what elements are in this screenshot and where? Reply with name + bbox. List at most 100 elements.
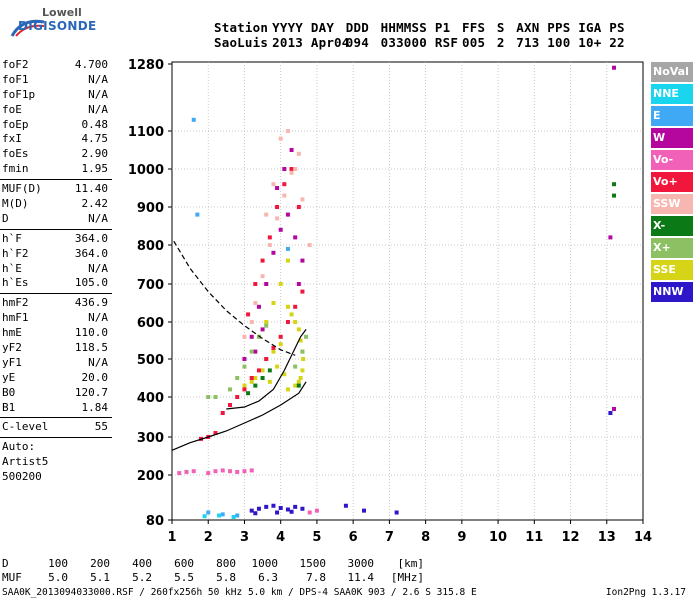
header-value-1: 2013 xyxy=(272,35,304,50)
data-point xyxy=(253,383,258,388)
data-point xyxy=(293,364,298,369)
param-row: foF1 N/A xyxy=(0,73,112,88)
data-point xyxy=(249,508,254,513)
logo-line2: DIGISONDE xyxy=(18,19,97,33)
param-name: foF2 xyxy=(2,58,29,71)
muf-value: 7.8 xyxy=(306,571,326,584)
data-point xyxy=(206,510,211,515)
param-row: h`E N/A xyxy=(0,262,112,277)
series-x- xyxy=(246,182,617,396)
param-name: foF1p xyxy=(2,87,36,101)
data-point xyxy=(260,368,265,373)
data-point xyxy=(293,304,298,309)
param-value: 55 xyxy=(94,420,108,434)
legend-item-x-: X+ xyxy=(651,238,693,258)
param-name: B0 xyxy=(2,385,16,399)
param-group-4: hmF2 436.9 hmF1 N/A hmE 110.0 yF2 118.5 yF1 N/A yE… xyxy=(0,294,112,419)
auto-line: Auto: xyxy=(2,440,36,454)
data-point xyxy=(202,514,207,519)
data-point xyxy=(296,327,301,332)
x-tick-label: 6 xyxy=(349,530,358,545)
header-label-3: DDD xyxy=(345,20,369,35)
data-point xyxy=(278,342,283,347)
header-label-9: PPS xyxy=(547,20,571,35)
data-point xyxy=(253,511,258,516)
data-point xyxy=(314,508,319,513)
header-label-0: Station xyxy=(214,20,269,35)
data-point xyxy=(289,509,294,514)
x-tick-label: 12 xyxy=(561,530,579,545)
data-point xyxy=(264,357,269,361)
data-point xyxy=(260,376,265,380)
data-point xyxy=(285,246,290,251)
data-point xyxy=(253,376,258,380)
param-name: h`F2 xyxy=(2,246,29,260)
muf-value: 5.1 xyxy=(90,571,110,584)
data-point xyxy=(253,282,258,286)
x-tick-label: 10 xyxy=(489,530,507,545)
data-point xyxy=(177,471,182,476)
y-tick-label: 600 xyxy=(137,316,164,331)
param-value: 120.7 xyxy=(74,385,108,399)
data-point xyxy=(271,345,276,350)
muf-value: 5.0 xyxy=(48,571,68,584)
y-tick-label: 800 xyxy=(137,239,164,254)
profile-curve xyxy=(226,329,307,410)
param-row: D N/A xyxy=(0,212,112,227)
data-point xyxy=(271,182,276,187)
header-labels-row: Station YYYY DAY DDD HHMMSS P1 FFS S AXN PPS IGA PS xyxy=(214,20,633,35)
y-tick-label: 1000 xyxy=(128,163,164,178)
header-value-8: 713 xyxy=(516,35,540,50)
legend-item-vo-: Vo- xyxy=(651,150,693,170)
param-name: yE xyxy=(2,370,16,384)
header-value-6: 005 xyxy=(462,35,486,50)
data-point xyxy=(220,411,225,415)
param-name: foF1 xyxy=(2,72,29,86)
param-name: B1 xyxy=(2,400,16,414)
data-point xyxy=(246,391,251,396)
param-value: N/A xyxy=(88,355,108,369)
x-tick-label: 1 xyxy=(167,530,176,545)
dashed-profile-curve xyxy=(173,240,296,356)
muf-value: 5.2 xyxy=(132,571,152,584)
distance-value: 400 xyxy=(132,557,152,570)
x-tick-label: 13 xyxy=(598,530,616,545)
version-label: Ion2Png 1.3.17 xyxy=(605,587,686,598)
data-point xyxy=(191,117,196,122)
header-values-row: SaoLuis 2013 Apr04094 033000 RSF 005 2 713 100 10… xyxy=(214,35,633,50)
data-point xyxy=(271,503,276,508)
param-name: foEp xyxy=(2,117,29,131)
data-point xyxy=(278,282,283,286)
data-point xyxy=(307,243,312,247)
muf-row: MUF 5.0 5.1 5.2 5.5 5.8 6.3 7.8 11.4 [MHz] xyxy=(2,571,424,584)
data-point xyxy=(285,212,290,217)
data-point xyxy=(256,304,261,309)
param-name: fxI xyxy=(2,132,22,146)
data-point xyxy=(256,334,261,339)
data-point xyxy=(260,274,265,279)
data-point xyxy=(253,349,258,354)
legend-item-e: E xyxy=(651,106,693,126)
data-point xyxy=(264,504,269,509)
param-row: B0 120.7 xyxy=(0,386,112,401)
parameter-panel: foF2 4.700 foF1 N/A foF1p N/A foE N/A foEp 0.48 fx… xyxy=(0,56,112,487)
series-w xyxy=(242,65,617,411)
data-point xyxy=(184,469,189,474)
param-row: M(D) 2.42 xyxy=(0,197,112,212)
param-row: foE N/A xyxy=(0,103,112,118)
data-point xyxy=(242,387,247,392)
data-point xyxy=(296,383,301,388)
data-point xyxy=(249,334,254,339)
param-name: hmE xyxy=(2,326,22,340)
param-name: yF2 xyxy=(2,341,22,355)
data-point xyxy=(289,312,294,317)
data-point xyxy=(235,513,240,518)
param-value: 20.0 xyxy=(81,370,109,384)
data-point xyxy=(256,506,261,511)
data-point xyxy=(249,320,254,324)
param-name: hmF1 xyxy=(2,311,29,325)
y-tick-label: 700 xyxy=(137,278,164,293)
param-value: 11.40 xyxy=(74,182,108,196)
header-value-2: Apr04 xyxy=(310,35,350,50)
param-row: yF2 118.5 xyxy=(0,341,112,356)
